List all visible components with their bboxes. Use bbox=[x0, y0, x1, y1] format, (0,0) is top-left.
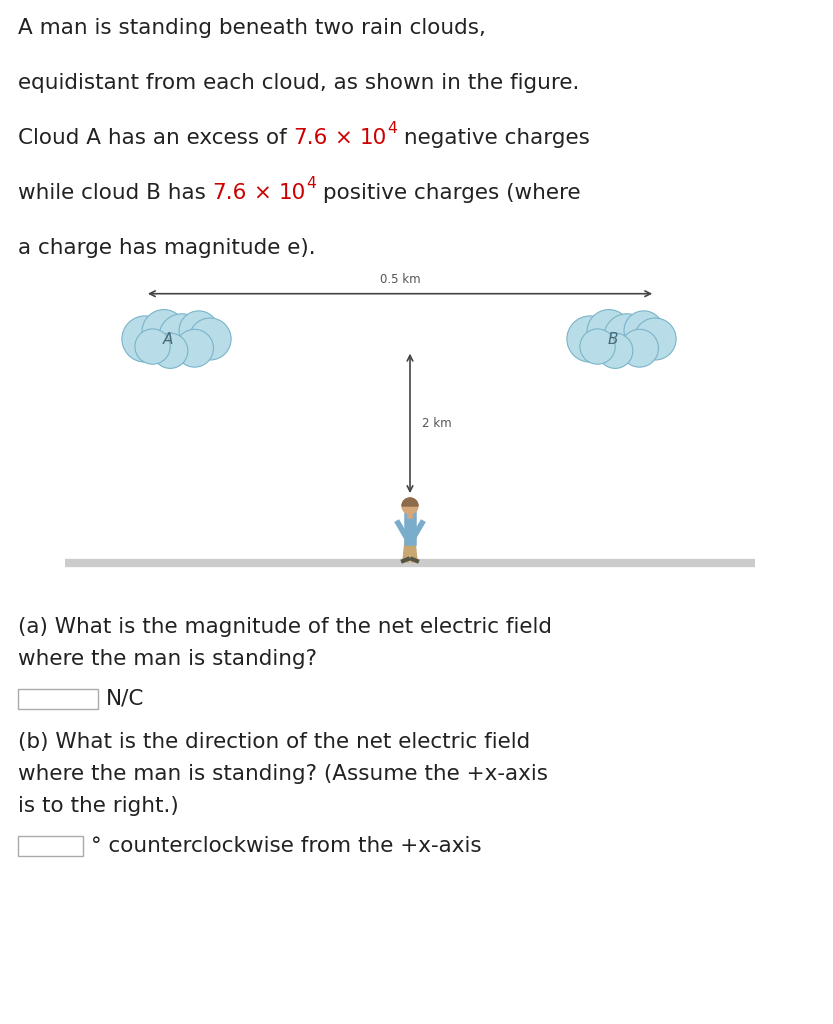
Text: (a) What is the magnitude of the net electric field: (a) What is the magnitude of the net ele… bbox=[18, 617, 552, 637]
Text: 4: 4 bbox=[387, 121, 397, 136]
Text: B: B bbox=[608, 332, 618, 346]
Text: ×: × bbox=[328, 128, 360, 148]
Text: N/C: N/C bbox=[106, 689, 144, 709]
Text: positive charges (where: positive charges (where bbox=[316, 183, 581, 203]
Text: (b) What is the direction of the net electric field: (b) What is the direction of the net ele… bbox=[18, 732, 531, 752]
Text: 10: 10 bbox=[279, 183, 306, 203]
Bar bbox=[18, 836, 83, 856]
Text: a charge has magnitude e).: a charge has magnitude e). bbox=[18, 238, 316, 258]
Text: while cloud B has: while cloud B has bbox=[18, 183, 212, 203]
Text: is to the right.): is to the right.) bbox=[18, 796, 179, 816]
Circle shape bbox=[402, 498, 418, 514]
Text: ×: × bbox=[247, 183, 279, 203]
Text: A: A bbox=[163, 332, 173, 346]
Bar bbox=[18, 689, 98, 709]
Text: ° counterclockwise from the +x-axis: ° counterclockwise from the +x-axis bbox=[91, 836, 481, 856]
Text: 7.6: 7.6 bbox=[293, 128, 328, 148]
Text: Cloud A has an excess of: Cloud A has an excess of bbox=[18, 128, 293, 148]
Text: 0.5 km: 0.5 km bbox=[380, 272, 421, 286]
Text: A man is standing beneath two rain clouds,: A man is standing beneath two rain cloud… bbox=[18, 18, 486, 38]
Text: 2 km: 2 km bbox=[422, 417, 451, 430]
Text: equidistant from each cloud, as shown in the figure.: equidistant from each cloud, as shown in… bbox=[18, 73, 580, 93]
Text: 4: 4 bbox=[306, 176, 316, 191]
Text: 10: 10 bbox=[360, 128, 387, 148]
Text: where the man is standing?: where the man is standing? bbox=[18, 649, 317, 669]
Text: negative charges: negative charges bbox=[397, 128, 590, 148]
Wedge shape bbox=[402, 498, 418, 506]
Text: 7.6: 7.6 bbox=[212, 183, 247, 203]
Text: where the man is standing? (Assume the +x-axis: where the man is standing? (Assume the +… bbox=[18, 764, 548, 784]
